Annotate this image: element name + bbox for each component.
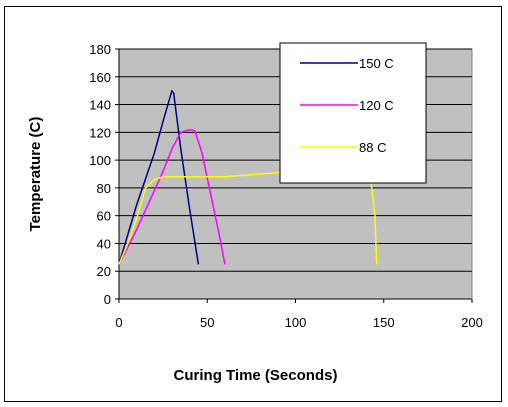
series-line-0 [118, 89, 200, 265]
x-tick-label-50: 50 [200, 315, 214, 330]
legend-label-2: 88 C [359, 140, 386, 155]
y-tick-label-0: 0 [104, 292, 111, 307]
y-tick-label-20: 20 [97, 264, 111, 279]
legend-box [279, 42, 427, 184]
y-tick-label-160: 160 [89, 70, 111, 85]
y-tick-label-80: 80 [97, 181, 111, 196]
x-tick-label-150: 150 [373, 315, 395, 330]
y-tick-label-140: 140 [89, 98, 111, 113]
series-line-1 [118, 128, 226, 265]
legend: 150 C 120 C 88 C [279, 42, 427, 184]
y-axis-title: Temperature (C) [27, 117, 44, 232]
tick-labels: 0 20 40 60 80 100 120 140 160 180 0 50 100 150 200 [89, 42, 483, 330]
y-tick-label-180: 180 [89, 42, 111, 57]
x-axis-title: Curing Time (Seconds) [174, 367, 338, 384]
legend-label-1: 120 C [359, 98, 394, 113]
legend-label-0: 150 C [359, 56, 394, 71]
y-tick-label-40: 40 [97, 236, 111, 251]
x-tick-label-0: 0 [115, 315, 122, 330]
x-tick-label-200: 200 [461, 315, 483, 330]
y-tick-label-60: 60 [97, 209, 111, 224]
y-tick-label-120: 120 [89, 125, 111, 140]
y-tick-label-100: 100 [89, 153, 111, 168]
x-tick-label-100: 100 [285, 315, 307, 330]
